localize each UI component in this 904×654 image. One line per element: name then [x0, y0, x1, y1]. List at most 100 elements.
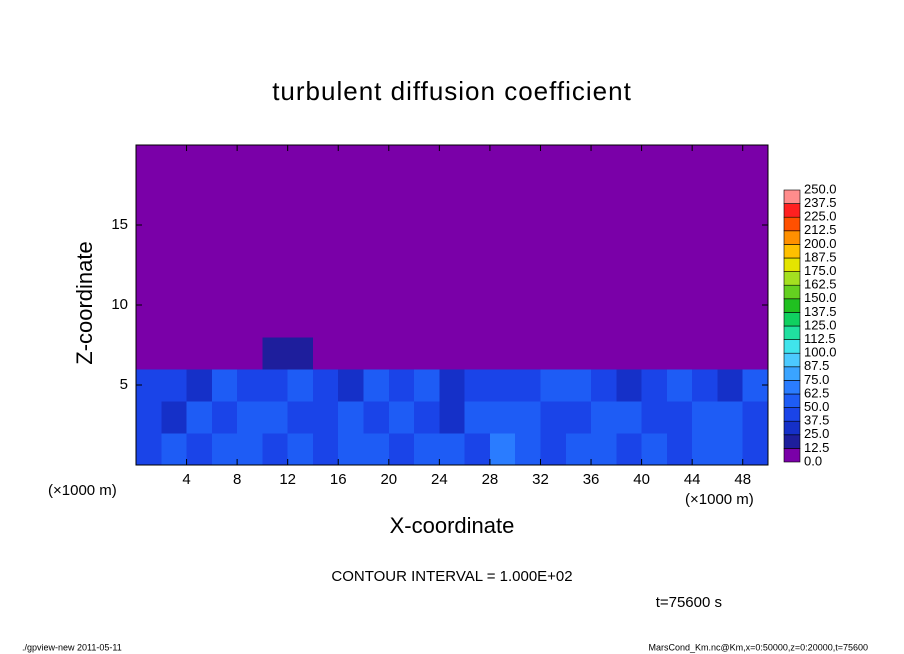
- x-tick-label: 4: [182, 471, 190, 488]
- colorbar-band: [783, 271, 801, 286]
- heat-cell: [237, 401, 263, 434]
- heat-cell: [742, 273, 769, 306]
- heat-cell: [515, 305, 541, 338]
- heat-cell: [388, 433, 415, 466]
- heat-cell: [666, 401, 693, 434]
- heat-cell: [692, 369, 718, 402]
- heat-cell: [641, 337, 668, 370]
- heat-cell: [515, 401, 541, 434]
- heat-cell: [211, 401, 238, 434]
- heat-cell: [616, 241, 643, 274]
- heat-cell: [515, 209, 541, 242]
- colorbar-band: [783, 366, 801, 381]
- heat-cell: [717, 177, 744, 210]
- heat-cell: [591, 337, 617, 370]
- colorbar-band: [783, 312, 801, 327]
- heat-cell: [616, 369, 643, 402]
- heat-cell: [439, 273, 466, 306]
- heat-cell: [666, 241, 693, 274]
- heat-cell: [414, 433, 440, 466]
- heat-cell: [237, 273, 263, 306]
- heat-cell: [515, 273, 541, 306]
- heat-cell: [211, 209, 238, 242]
- heat-cell: [287, 209, 314, 242]
- heat-cell: [338, 369, 365, 402]
- heat-cell: [515, 177, 541, 210]
- colorbar-label: 237.5: [804, 195, 837, 210]
- heat-cell: [641, 401, 668, 434]
- heat-cell: [211, 369, 238, 402]
- heat-cell: [338, 401, 365, 434]
- heat-cell: [692, 305, 718, 338]
- heat-cell: [540, 305, 567, 338]
- heat-cell: [363, 209, 390, 242]
- heat-cell: [692, 433, 718, 466]
- colorbar-band: [783, 325, 801, 340]
- heat-cell: [641, 369, 668, 402]
- field: [136, 145, 769, 466]
- heat-cell: [692, 401, 718, 434]
- heat-cell: [287, 273, 314, 306]
- heat-cell: [591, 177, 617, 210]
- heat-cell: [262, 145, 289, 178]
- heat-cell: [565, 305, 592, 338]
- heat-cell: [136, 177, 162, 210]
- heat-cell: [312, 209, 339, 242]
- heat-cell: [742, 177, 769, 210]
- heat-cell: [388, 401, 415, 434]
- heat-cell: [262, 433, 289, 466]
- colorbar-band: [783, 284, 801, 300]
- heat-cell: [312, 177, 339, 210]
- x-tick-label: 8: [233, 471, 241, 488]
- heat-cell: [489, 337, 516, 370]
- heat-cell: [312, 433, 339, 466]
- colorbar-label: 225.0: [804, 209, 837, 224]
- heat-cell: [540, 241, 567, 274]
- heat-cell: [161, 337, 188, 370]
- heat-cell: [136, 337, 162, 370]
- colorbar-label: 250.0: [804, 181, 837, 196]
- colorbar-band: [783, 434, 801, 449]
- heat-cell: [489, 433, 516, 466]
- heat-cell: [641, 273, 668, 306]
- heat-cell: [591, 433, 617, 466]
- colorbar-label: 200.0: [804, 236, 837, 251]
- heat-cell: [136, 401, 162, 434]
- heat-cell: [312, 273, 339, 306]
- heat-cell: [338, 305, 365, 338]
- heat-cell: [161, 433, 188, 466]
- heat-cell: [439, 177, 466, 210]
- heat-cell: [287, 433, 314, 466]
- heat-cell: [338, 177, 365, 210]
- colorbar-label: 112.5: [804, 331, 836, 346]
- heat-cell: [439, 145, 466, 178]
- heat-cell: [565, 337, 592, 370]
- heat-cell: [211, 241, 238, 274]
- heat-cell: [666, 305, 693, 338]
- heat-cell: [287, 241, 314, 274]
- heat-cell: [540, 273, 567, 306]
- heat-cell: [414, 241, 440, 274]
- heat-cell: [211, 305, 238, 338]
- heat-cell: [515, 241, 541, 274]
- heat-cell: [666, 177, 693, 210]
- colorbar-band: [783, 407, 801, 422]
- heat-cell: [186, 209, 213, 242]
- heat-cell: [363, 241, 390, 274]
- heat-cell: [363, 273, 390, 306]
- heat-cell: [692, 337, 718, 370]
- heat-cell: [565, 433, 592, 466]
- heat-cell: [262, 337, 289, 370]
- heat-cell: [742, 401, 769, 434]
- heat-cell: [641, 241, 668, 274]
- heat-cell: [363, 401, 390, 434]
- heat-cell: [489, 209, 516, 242]
- colorbar-label: 187.5: [804, 249, 837, 264]
- heat-cell: [591, 273, 617, 306]
- heat-cell: [312, 145, 339, 178]
- heat-cell: [742, 145, 769, 178]
- heat-cell: [666, 273, 693, 306]
- heat-cell: [565, 273, 592, 306]
- heat-cell: [363, 305, 390, 338]
- heat-cell: [262, 305, 289, 338]
